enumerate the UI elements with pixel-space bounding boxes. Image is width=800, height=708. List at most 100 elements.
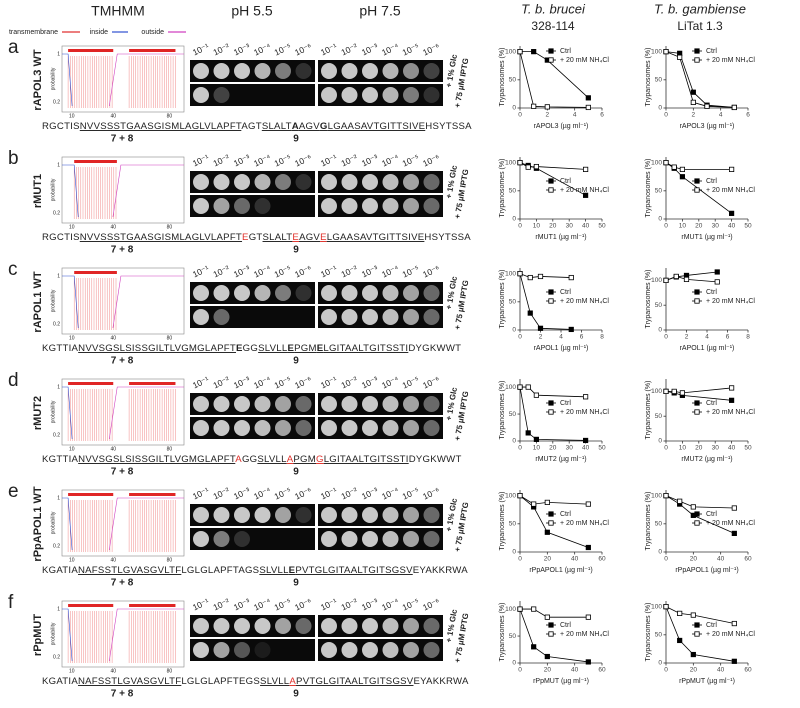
yeast-spot	[275, 507, 291, 523]
yeast-spot	[382, 642, 399, 658]
yeast-spot	[275, 420, 291, 436]
dilution-label: 10⁻³	[360, 41, 380, 57]
dilution-label: 10⁻³	[360, 596, 380, 612]
x-tick-label: 20	[549, 445, 557, 452]
yeast-spot	[234, 642, 250, 658]
x-tick-label: 30	[566, 223, 574, 230]
x-tick-label: 60	[598, 556, 606, 563]
data-point	[525, 430, 531, 436]
yeast-spot	[423, 507, 440, 523]
x-axis-label: rPpMUT (µg ml⁻¹)	[533, 678, 589, 685]
yeast-spot	[321, 618, 337, 634]
tmhmm-ylabel: probability	[50, 622, 56, 645]
x-tick-label: 10	[533, 223, 541, 230]
data-point	[679, 390, 686, 396]
yeast-spot	[423, 63, 440, 79]
x-tick-label: 40	[728, 445, 736, 452]
data-point	[585, 659, 591, 665]
y-tick-label: 50	[509, 411, 517, 418]
legend-label: + 20 mM NH₄Cl	[560, 520, 609, 527]
legend-label: + 20 mM NH₄Cl	[560, 409, 609, 416]
x-axis-label: rAPOL1 (µg ml⁻¹)	[534, 345, 589, 352]
tmhmm-xtick: 10	[69, 557, 75, 563]
data-point	[583, 437, 589, 444]
x-tick-label: 4	[719, 112, 723, 119]
segment-label: 9	[293, 689, 299, 700]
tm-bar	[129, 493, 176, 496]
x-tick-label: 2	[546, 112, 550, 119]
data-point	[544, 529, 550, 535]
x-tick-label: 0	[518, 112, 522, 119]
tmhmm-plot	[61, 45, 185, 113]
tmhmm-xtick: 10	[69, 446, 75, 452]
legend-marker	[694, 289, 700, 295]
sequence-segment: KGATIA	[42, 676, 78, 687]
sequence-segment: SLVLL	[258, 343, 288, 354]
data-point	[533, 392, 540, 398]
dilution-label: 10⁻³	[232, 485, 252, 501]
segment-label: 7 + 8	[111, 356, 134, 367]
yeast-spot	[341, 396, 358, 412]
yeast-spot	[382, 63, 399, 79]
data-point	[731, 104, 737, 111]
legend-label: Ctrl	[560, 289, 571, 296]
sequence-segment: GT	[249, 232, 263, 243]
data-point	[679, 174, 686, 180]
tmhmm-xtick: 40	[110, 113, 116, 119]
yeast-spot	[362, 642, 378, 658]
data-point	[544, 653, 550, 660]
outside-line	[108, 608, 184, 662]
x-tick-label: 0	[664, 667, 668, 674]
yeast-spot	[362, 87, 378, 103]
x-tick-label: 50	[744, 223, 752, 230]
sequence-segment: PVTGLGITAALTGITSGSV	[296, 676, 414, 687]
data-point	[663, 49, 669, 55]
tmhmm-xtick: 40	[110, 224, 116, 230]
brucei-strain: 328-114	[531, 19, 574, 33]
yeast-spot	[254, 507, 271, 523]
yeast-spot	[423, 618, 440, 634]
yeast-spot	[403, 618, 419, 634]
series-line	[665, 276, 718, 283]
sequence-segment: LGLGLAPFTAGS	[181, 565, 259, 576]
y-tick-label: 100	[505, 159, 516, 166]
x-axis-label: rAPOL3 (µg ml⁻¹)	[534, 123, 589, 130]
y-tick-label: 50	[655, 302, 663, 309]
yeast-spot	[423, 642, 440, 658]
data-point	[544, 614, 550, 620]
dilution-label: 10⁻²	[211, 41, 231, 57]
sequence: KGATIANAFSSTLGVASGVLTFLGLGLAPFTAGSSLVLLE…	[42, 565, 468, 576]
data-point	[583, 166, 589, 172]
y-tick-label: 100	[505, 492, 516, 499]
dilution-label: 10⁻²	[211, 152, 231, 168]
yeast-spot	[295, 63, 312, 79]
sequence-segment: KGTTIA	[42, 454, 78, 465]
sequence-segment: A	[289, 676, 296, 687]
data-point	[663, 604, 669, 610]
yeast-spot	[423, 285, 440, 301]
data-point	[517, 384, 523, 390]
data-point	[729, 385, 735, 391]
yeast-spot	[341, 420, 358, 436]
inside-line	[62, 608, 73, 662]
yeast-spot	[213, 285, 230, 301]
chart: 0 50 100 0 2 4 6 8 Trypanosomes (%) rAPOL1 (µg ml…	[645, 268, 755, 352]
sequence-segment: EYAKKRWA	[413, 565, 468, 576]
tmhmm-ylabel: probability	[50, 400, 56, 423]
yeast-spot	[275, 285, 291, 301]
y-axis-label: Trypanosomes (%)	[499, 159, 506, 218]
tmhmm-plot	[61, 378, 185, 446]
x-tick-label: 0	[518, 556, 522, 563]
yeast-spot	[234, 63, 250, 79]
dilution-label: 10⁻³	[360, 485, 380, 501]
dilution-label: 10⁻⁶	[421, 485, 441, 501]
dilution-label: 10⁻⁵	[273, 263, 293, 279]
tmhmm-xtick: 40	[110, 335, 116, 341]
x-tick-label: 40	[582, 445, 590, 452]
yeast-spot	[193, 642, 209, 658]
dilution-label: 10⁻⁵	[401, 152, 421, 168]
yeast-spot	[321, 507, 337, 523]
dilution-label: 10⁻⁴	[252, 152, 272, 169]
legend-marker	[694, 511, 700, 517]
